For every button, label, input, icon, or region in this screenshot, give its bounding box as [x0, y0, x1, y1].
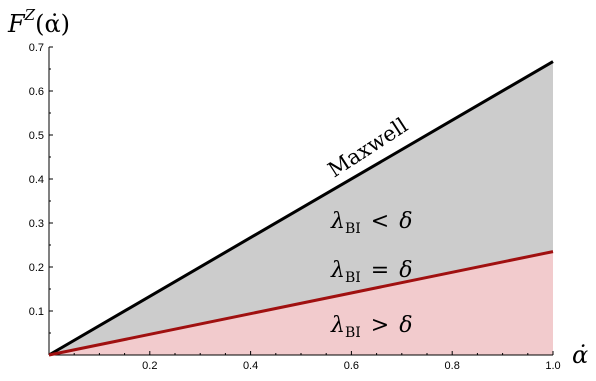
y-tick-label: 0.3: [29, 218, 44, 230]
y-tick-label: 0.5: [29, 130, 44, 142]
y-tick-label: 0.1: [29, 306, 44, 318]
annotation-region-equal: λBI = δ: [330, 258, 412, 286]
annotation-region-greater: λBI > δ: [330, 313, 412, 341]
x-tick-label: 0.6: [344, 360, 359, 372]
x-tick-label: 0.8: [445, 360, 460, 372]
y-tick-label: 0.7: [29, 42, 44, 54]
x-ticks: 0.2 0.4 0.6 0.8 1.0: [73, 351, 561, 372]
series-line-bi-equal: [48, 250, 554, 357]
y-tick-label: 0.4: [29, 174, 44, 186]
annotation-region-less: λBI < δ: [330, 209, 412, 237]
x-tick-label: 1.0: [545, 360, 560, 372]
y-axis-label: FZ(α̇): [7, 6, 70, 38]
y-tick-label: 0.6: [29, 86, 44, 98]
x-tick-label: 0.2: [142, 360, 157, 372]
y-tick-label: 0.2: [29, 262, 44, 274]
x-tick-label: 0.4: [243, 360, 258, 372]
y-ticks: 0.1 0.2 0.3 0.4 0.5 0.6 0.7: [29, 42, 53, 334]
x-axis-label: α̇: [572, 341, 588, 369]
series-line-maxwell: [48, 60, 554, 357]
